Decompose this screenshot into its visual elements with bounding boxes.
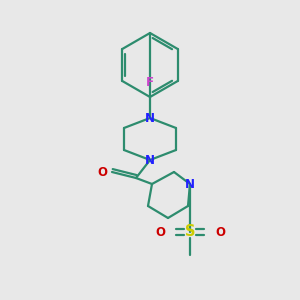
Text: S: S [185,224,195,239]
Text: O: O [215,226,225,238]
Text: O: O [97,166,107,178]
Text: N: N [185,178,195,190]
Text: O: O [155,226,165,238]
Text: N: N [145,154,155,166]
Text: N: N [145,112,155,124]
Text: F: F [146,76,154,89]
